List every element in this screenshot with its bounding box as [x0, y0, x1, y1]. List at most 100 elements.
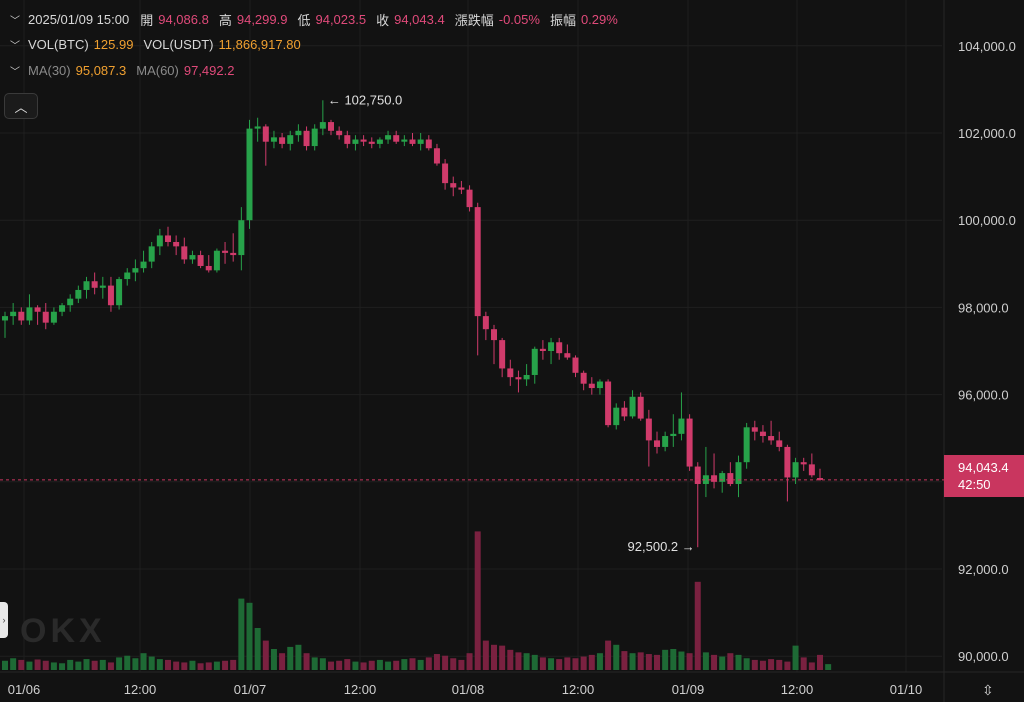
volume-bar [67, 659, 74, 670]
candle-body [556, 342, 563, 354]
volume-bar [491, 644, 497, 670]
candle-body [2, 316, 8, 321]
candle-body [311, 128, 318, 147]
volume-bar [686, 653, 693, 670]
x-tick-label: 12:00 [562, 682, 595, 697]
volume-bar [450, 658, 457, 670]
candle-body [262, 126, 269, 142]
volume-bar [580, 656, 587, 670]
low-annotation: 92,500.2 → [628, 539, 695, 554]
candle-body [800, 462, 807, 465]
vol-usdt-value: 11,866,917.80 [218, 37, 301, 52]
candle-body [629, 396, 636, 417]
chevron-right-icon: › [2, 615, 6, 625]
candle-body [654, 440, 660, 447]
candle-body [702, 475, 709, 484]
volume-bar [10, 658, 17, 670]
volume-bar [173, 661, 180, 670]
candle-body [433, 148, 440, 164]
volume-bar [596, 653, 603, 670]
candle-body [808, 464, 815, 476]
candle-body [336, 130, 343, 136]
candle-body [222, 250, 229, 253]
candle-body [254, 126, 261, 129]
volume-bar [442, 655, 449, 670]
chevron-down-icon[interactable]: ﹀ [10, 41, 20, 52]
candle-body [792, 462, 799, 478]
y-tick-label: 102,000.0 [958, 126, 1016, 141]
candle-body [580, 372, 587, 384]
volume-bar [99, 659, 106, 670]
volume-bar [776, 659, 783, 670]
volume-bar [376, 659, 383, 670]
volume-bar [556, 659, 563, 670]
volume-bar [613, 644, 620, 670]
volume-bar [433, 654, 440, 670]
chevron-down-icon[interactable]: ﹀ [10, 16, 20, 27]
x-tick-label: 01/07 [234, 682, 267, 697]
volume-bar [751, 659, 758, 670]
candle-body [694, 466, 701, 484]
candle-body [711, 475, 718, 482]
side-panel-handle[interactable]: › [0, 602, 8, 638]
candle-body [605, 381, 612, 426]
candle-body [319, 122, 326, 129]
open-value: 94,086.8 [158, 12, 209, 27]
volume-bar [694, 581, 701, 670]
volume-info-row: ﹀ VOL(BTC) 125.99 VOL(USDT) 11,866,917.8… [10, 37, 311, 52]
candle-body [270, 137, 277, 142]
volume-bar [148, 656, 155, 670]
candle-body [482, 316, 489, 330]
volume-bar [588, 654, 595, 670]
volume-bar [246, 602, 253, 670]
collapse-indicators-button[interactable]: ︿ [4, 93, 38, 119]
x-tick-label: 12:00 [344, 682, 377, 697]
volume-bar [352, 661, 359, 670]
y-tick-label: 90,000.0 [958, 649, 1009, 664]
candle-body [59, 305, 66, 312]
volume-bar [515, 652, 522, 670]
volume-bar [808, 662, 815, 670]
candle-body [132, 268, 139, 273]
volume-bar [621, 651, 628, 670]
ma30-label: MA(30) [28, 63, 71, 78]
candle-body [662, 436, 669, 447]
candle-body [507, 368, 514, 378]
chevron-down-icon[interactable]: ﹀ [10, 67, 20, 78]
candle-body [165, 235, 171, 242]
volume-bar [548, 658, 555, 670]
candle-body [181, 246, 188, 260]
candle-body [246, 128, 253, 221]
volume-bar [735, 654, 742, 670]
volume-bar [26, 661, 33, 670]
x-tick-label: 01/09 [672, 682, 705, 697]
volume-bar [91, 660, 98, 670]
candle-body [328, 122, 334, 131]
y-tick-label: 96,000.0 [958, 388, 1009, 403]
volume-bar [768, 659, 775, 670]
ohlc-info-row: ﹀ 2025/01/09 15:00 開 94,086.8 高 94,299.9… [10, 10, 628, 29]
y-tick-label: 104,000.0 [958, 39, 1016, 54]
volume-bar [124, 655, 131, 670]
volume-bar [34, 659, 41, 670]
volume-bar [279, 653, 286, 670]
volume-bar [466, 653, 473, 670]
volume-bar [711, 654, 718, 670]
candle-body [42, 311, 49, 323]
candle-body [99, 285, 106, 288]
volume-bar [319, 658, 326, 670]
volume-bar [629, 653, 636, 670]
candle-body [213, 250, 220, 271]
candle-body [588, 383, 595, 389]
fit-vertical-icon[interactable]: ⇳ [982, 682, 994, 698]
candle-body [768, 436, 775, 441]
change-value: -0.05% [498, 12, 540, 27]
volume-bar [59, 663, 66, 670]
x-tick-label: 12:00 [781, 682, 814, 697]
volume-bar [825, 664, 832, 670]
candle-body [75, 289, 82, 299]
volume-bar [344, 659, 351, 670]
candle-body [678, 418, 685, 434]
amplitude-label: 振幅 [549, 13, 576, 28]
